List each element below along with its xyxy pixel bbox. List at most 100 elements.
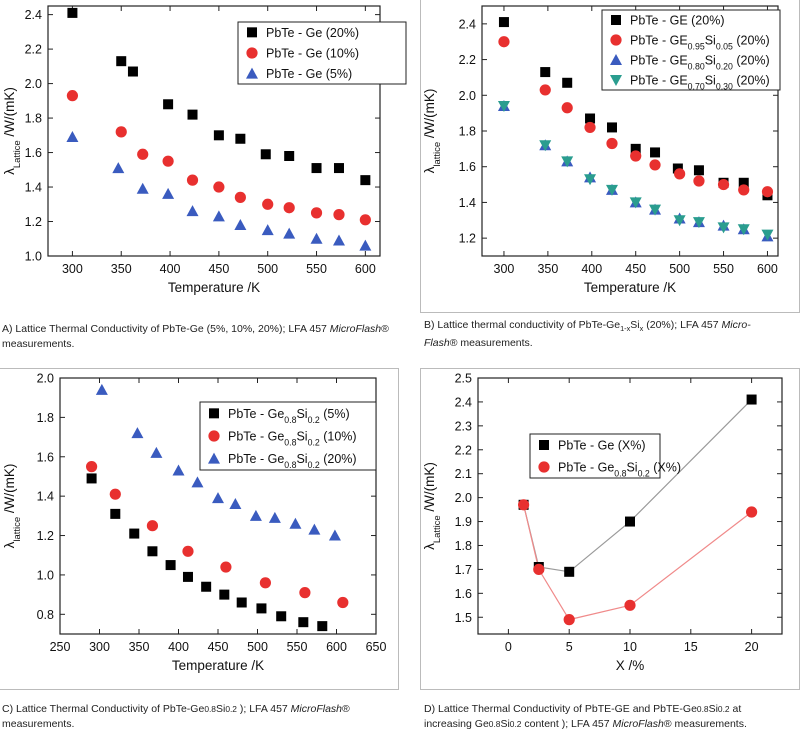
- y-tick-label: 1.6: [25, 146, 42, 160]
- data-point: [746, 506, 758, 518]
- x-tick-label: 500: [257, 262, 278, 276]
- data-point: [283, 202, 295, 214]
- caption-d: D) Lattice Thermal Conductivity of PbTE-…: [424, 702, 798, 732]
- data-point: [147, 546, 158, 557]
- data-point: [186, 205, 199, 217]
- chart-a: 300 350 400 450 500 550 600 1.0 1.2 1.4 1.6 1.8 2.0 2…: [2, 5, 407, 295]
- series-group: [518, 499, 758, 626]
- legend-marker: [247, 27, 257, 38]
- data-point: [162, 187, 175, 199]
- series-line: [523, 504, 752, 621]
- caption-run: x: [639, 324, 644, 334]
- data-point: [630, 143, 641, 154]
- x-tick-label: 400: [160, 262, 181, 276]
- data-point: [563, 614, 575, 626]
- data-point: [187, 109, 198, 120]
- y-tick-label: 1.2: [459, 232, 476, 246]
- legend-marker: [538, 461, 550, 473]
- y-tick-label: 2.0: [459, 89, 476, 103]
- data-point: [276, 611, 287, 622]
- y-tick-label: 1.2: [25, 215, 42, 229]
- data-point: [737, 224, 750, 236]
- x-tick-label: 400: [168, 640, 189, 654]
- data-point: [518, 499, 530, 511]
- plot-frame: [47, 5, 381, 257]
- data-point: [738, 184, 750, 196]
- data-point: [66, 131, 79, 143]
- data-point: [146, 520, 159, 532]
- legend-marker: [611, 15, 621, 25]
- x-tick-label: 350: [111, 262, 132, 276]
- data-point: [219, 589, 230, 600]
- caption-run: Si: [708, 703, 718, 715]
- series-group: [95, 383, 341, 541]
- y-tick-label: 2.4: [25, 8, 42, 22]
- legend-box: [529, 433, 661, 479]
- data-point: [191, 476, 204, 488]
- caption-run: Micro-: [721, 319, 751, 331]
- data-point: [311, 163, 322, 174]
- legend-entry: PbTe - GE0.80Si0.20 (20%): [630, 54, 770, 72]
- data-point: [66, 90, 79, 102]
- data-point: [539, 84, 551, 96]
- data-point: [317, 621, 328, 632]
- data-point: [234, 218, 247, 230]
- legend-marker: [539, 440, 549, 450]
- x-tick-label: 550: [287, 640, 308, 654]
- data-point: [672, 163, 683, 174]
- caption-run: measurements.: [2, 718, 75, 730]
- y-axis-label: λLattice /W/(mK): [2, 87, 23, 175]
- caption-run: MicroFlash: [612, 718, 664, 730]
- data-point: [162, 155, 174, 167]
- y-tick-label: 1.8: [25, 112, 42, 126]
- caption-run: 1-x: [620, 324, 631, 334]
- data-point: [359, 239, 372, 251]
- caption-run: 0.2: [509, 719, 522, 729]
- data-point: [182, 571, 193, 582]
- data-point: [127, 66, 138, 77]
- data-point: [182, 545, 194, 557]
- data-point: [624, 599, 636, 611]
- series-group: [497, 100, 774, 242]
- series-group: [498, 36, 774, 198]
- data-point: [359, 214, 371, 226]
- data-point: [310, 207, 323, 219]
- x-tick-label: 500: [247, 640, 268, 654]
- data-point: [673, 215, 686, 227]
- legend-entry: PbTe - Ge0.8Si0.2 (X%): [558, 461, 681, 479]
- data-point: [235, 133, 246, 144]
- chart-d: 0 5 10 15 20 1.5 1.6 1.7 1.8 1.9 2.0 2.1 2.2 2.3 2.4 2.…: [422, 372, 783, 673]
- series-group: [67, 7, 371, 186]
- x-tick-label: 400: [581, 262, 602, 276]
- x-tick-label: 550: [713, 262, 734, 276]
- x-tick-label: 350: [537, 262, 558, 276]
- x-axis-label: Temperature /K: [168, 280, 260, 295]
- x-tick-label: 600: [326, 640, 347, 654]
- data-point: [360, 175, 371, 186]
- series-group: [86, 461, 349, 609]
- legend: PbTe - Ge0.8Si0.2 (5%) PbTe - Ge0.8Si0.2 …: [199, 401, 377, 471]
- data-point: [284, 151, 295, 161]
- caption-run: MicroFlash: [290, 703, 343, 715]
- data-point: [115, 126, 127, 138]
- chart-c: 250 300 350 400 450 500 550 600 650 0.8 1.0 1.2 1.4 1…: [2, 372, 386, 674]
- chart-b: 300 350 400 450 500 550 600 1.2 1.4 1.6 1.8 2.0 2.2 2…: [422, 5, 781, 295]
- data-point: [649, 159, 661, 171]
- legend-entry: PbTe - Ge (20%): [266, 26, 359, 40]
- y-tick-label: 2.2: [25, 43, 42, 57]
- y-tick-label: 2.2: [459, 53, 476, 67]
- legend: PbTe - Ge (20%) PbTe - Ge (10%) PbTe - Ge …: [237, 21, 407, 85]
- data-point: [136, 182, 149, 194]
- series-group: [66, 90, 371, 226]
- data-point: [236, 597, 247, 608]
- x-tick-label: 5: [566, 640, 573, 654]
- caption-run: Flash: [424, 337, 450, 350]
- y-tick-label: 2.4: [455, 395, 472, 409]
- data-point: [533, 563, 545, 576]
- x-tick-label: 450: [625, 262, 646, 276]
- chart-panel-b: 300 350 400 450 500 550 600 1.2 1.4 1.6 1.8 2.0 2.2 2…: [420, 0, 800, 310]
- x-tick-label: 500: [669, 262, 690, 276]
- legend-box: [601, 9, 781, 91]
- data-point: [308, 523, 321, 535]
- data-point: [561, 156, 574, 168]
